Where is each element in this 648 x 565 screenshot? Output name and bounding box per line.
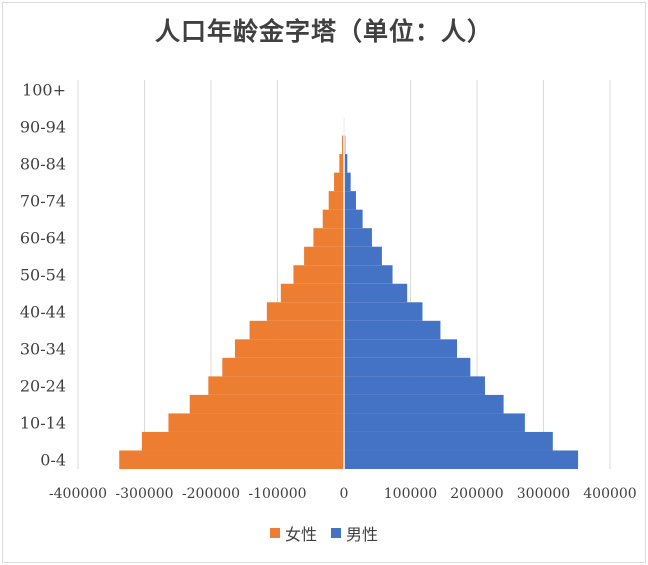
bar-male (344, 431, 553, 451)
legend: 女性 男性 (0, 521, 648, 545)
legend-label-male: 男性 (346, 525, 379, 544)
y-tick-label: 10-14 (20, 414, 66, 433)
bar-female (322, 209, 344, 229)
bar-female (342, 135, 344, 155)
bar-female (189, 394, 344, 414)
x-tick-label: -400000 (49, 486, 107, 502)
bar-male (344, 320, 441, 340)
legend-item-female: 女性 (269, 521, 317, 545)
y-tick-label: 80-84 (20, 154, 66, 173)
bar-male (344, 209, 363, 229)
y-tick-label: 60-64 (20, 228, 66, 247)
legend-item-male: 男性 (331, 521, 378, 545)
bar-male (344, 376, 485, 395)
legend-swatch-female (269, 528, 280, 538)
bar-female (222, 357, 344, 377)
bar-female (328, 191, 344, 210)
bar-male (344, 302, 423, 321)
x-tick-label: -100000 (248, 486, 306, 502)
bar-male (344, 339, 458, 358)
bar-female (141, 431, 344, 451)
y-tick-label: 90-94 (20, 117, 66, 136)
bar-female (249, 320, 344, 340)
bar-female (119, 450, 344, 469)
x-tick-label: 300000 (517, 486, 570, 502)
bar-male (344, 357, 471, 377)
bar-female (334, 172, 344, 192)
y-tick-label: 40-44 (20, 303, 66, 322)
bar-male (344, 394, 504, 414)
x-tick-label: 400000 (583, 486, 636, 502)
bar-female (313, 228, 344, 247)
x-tick-label: 200000 (450, 486, 503, 502)
bar-female (266, 302, 344, 321)
x-tick-label: 100000 (384, 486, 437, 502)
bar-female (280, 283, 344, 303)
bar-female (339, 154, 344, 173)
bar-male (344, 228, 372, 247)
bar-female (304, 246, 344, 266)
legend-swatch-male (331, 528, 341, 538)
bar-female (208, 376, 344, 395)
bar-male (344, 450, 579, 469)
y-tick-label: 20-24 (20, 377, 66, 396)
bar-female (293, 265, 344, 284)
bar-male (344, 265, 393, 284)
x-tick-label: 0 (340, 486, 349, 502)
y-tick-label: 70-74 (20, 191, 66, 210)
y-tick-label: 0-4 (40, 451, 66, 470)
x-tick-label: -200000 (182, 486, 240, 502)
bar-male (344, 154, 348, 173)
y-tick-label: 30-34 (20, 340, 66, 359)
legend-label-female: 女性 (284, 525, 317, 544)
bar-female (168, 413, 344, 432)
bar-male (344, 246, 382, 266)
bar-female (234, 339, 344, 358)
y-tick-label: 100+ (22, 80, 66, 99)
bar-male (344, 283, 408, 303)
x-tick-label: -300000 (115, 486, 173, 502)
y-tick-label: 50-54 (20, 266, 66, 285)
chart-title: 人口年龄金字塔（单位：人） (154, 17, 493, 46)
bar-male (344, 413, 525, 432)
bar-male (344, 191, 356, 210)
bar-male (344, 172, 351, 192)
